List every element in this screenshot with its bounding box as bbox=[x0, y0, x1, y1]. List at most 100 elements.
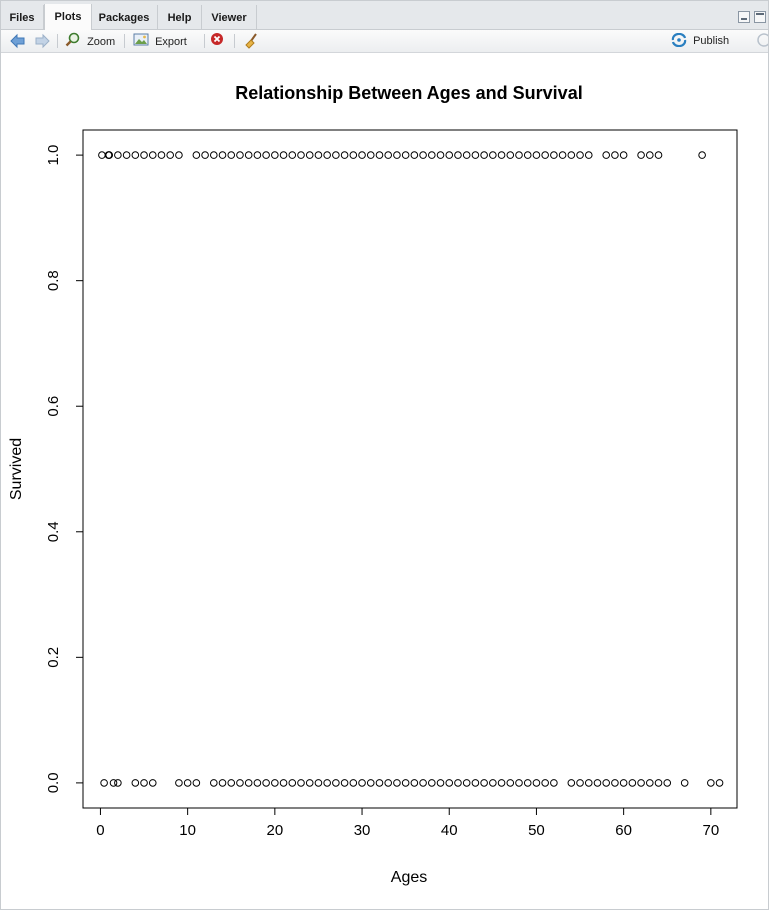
data-point bbox=[288, 151, 297, 159]
y-tick-label: 0.2 bbox=[45, 647, 62, 668]
data-point bbox=[576, 151, 584, 159]
data-point bbox=[375, 779, 384, 787]
data-point bbox=[550, 779, 558, 787]
data-point bbox=[393, 151, 401, 159]
y-tick-label: 0.0 bbox=[45, 772, 62, 793]
data-point bbox=[114, 151, 122, 159]
data-point bbox=[497, 779, 506, 787]
tab-files[interactable]: Files bbox=[1, 5, 44, 29]
data-point bbox=[297, 779, 305, 787]
data-point bbox=[166, 151, 174, 159]
data-point bbox=[288, 779, 297, 787]
data-point bbox=[410, 151, 419, 159]
data-points bbox=[98, 151, 724, 787]
data-point bbox=[602, 151, 611, 159]
data-point bbox=[192, 779, 201, 787]
refresh-icon[interactable] bbox=[756, 32, 768, 50]
chart-title: Relationship Between Ages and Survival bbox=[235, 83, 582, 103]
data-point bbox=[332, 779, 340, 787]
x-tick-label: 20 bbox=[266, 822, 283, 839]
x-tick-label: 40 bbox=[441, 822, 458, 839]
data-point bbox=[550, 151, 558, 159]
clear-all-broom-icon[interactable] bbox=[242, 32, 260, 50]
tab-help[interactable]: Help bbox=[158, 5, 202, 29]
data-point bbox=[244, 151, 253, 159]
data-point bbox=[218, 779, 227, 787]
zoom-label: Zoom bbox=[87, 36, 116, 48]
data-point bbox=[131, 151, 140, 159]
data-point bbox=[297, 151, 305, 159]
data-point bbox=[183, 779, 192, 787]
data-point bbox=[646, 779, 654, 787]
x-axis: 0 10 20 30 40 50 60 70 bbox=[96, 807, 719, 839]
data-point bbox=[707, 779, 715, 787]
data-point bbox=[454, 151, 462, 159]
data-point bbox=[428, 779, 436, 787]
tab-plots[interactable]: Plots bbox=[44, 4, 92, 30]
data-point bbox=[140, 779, 148, 787]
data-point bbox=[489, 779, 497, 787]
zoom-button[interactable]: Zoom bbox=[65, 32, 117, 50]
data-point bbox=[358, 779, 366, 787]
data-point bbox=[523, 779, 532, 787]
data-point bbox=[393, 779, 401, 787]
x-tick-label: 60 bbox=[615, 822, 632, 839]
data-point bbox=[436, 151, 445, 159]
data-point bbox=[114, 779, 122, 787]
data-point bbox=[305, 151, 314, 159]
data-point bbox=[576, 779, 584, 787]
data-point bbox=[646, 151, 654, 159]
data-point bbox=[637, 779, 645, 787]
data-point bbox=[323, 151, 331, 159]
data-point bbox=[445, 779, 454, 787]
data-point bbox=[100, 779, 108, 787]
data-point bbox=[628, 779, 637, 787]
tab-packages[interactable]: Packages bbox=[91, 5, 158, 29]
data-point bbox=[140, 151, 148, 159]
data-point bbox=[454, 779, 462, 787]
data-point bbox=[602, 779, 611, 787]
data-point bbox=[131, 779, 140, 787]
data-point bbox=[148, 151, 157, 159]
minimize-pane-icon[interactable] bbox=[738, 11, 750, 23]
x-tick-label: 30 bbox=[354, 822, 371, 839]
data-point bbox=[532, 151, 541, 159]
maximize-pane-icon[interactable] bbox=[754, 11, 766, 23]
data-point bbox=[489, 151, 497, 159]
x-tick-label: 50 bbox=[528, 822, 545, 839]
data-point bbox=[654, 779, 663, 787]
publish-button[interactable]: Publish ▼ bbox=[670, 32, 746, 64]
data-point bbox=[218, 151, 227, 159]
data-point bbox=[698, 151, 706, 159]
export-button[interactable]: Export ▼ bbox=[132, 32, 198, 65]
data-point bbox=[419, 779, 427, 787]
data-point bbox=[462, 151, 471, 159]
scatter-chart: Relationship Between Ages and Survival 0… bbox=[8, 83, 738, 886]
data-point bbox=[349, 151, 358, 159]
data-point bbox=[192, 151, 201, 159]
tab-viewer[interactable]: Viewer bbox=[202, 5, 257, 29]
data-point bbox=[332, 151, 340, 159]
back-arrow-icon[interactable] bbox=[9, 32, 27, 50]
data-point bbox=[358, 151, 366, 159]
data-point bbox=[619, 779, 628, 787]
data-point bbox=[340, 779, 349, 787]
data-point bbox=[637, 151, 645, 159]
export-image-icon bbox=[133, 33, 149, 46]
data-point bbox=[506, 151, 515, 159]
data-point bbox=[654, 151, 663, 159]
forward-arrow-icon[interactable] bbox=[33, 32, 51, 50]
data-point bbox=[497, 151, 506, 159]
data-point bbox=[384, 151, 393, 159]
data-point bbox=[663, 779, 672, 787]
data-point bbox=[471, 151, 480, 159]
data-point bbox=[253, 779, 262, 787]
remove-plot-icon[interactable] bbox=[210, 32, 226, 50]
data-point bbox=[244, 779, 253, 787]
data-point bbox=[262, 779, 270, 787]
data-point bbox=[271, 151, 279, 159]
data-point bbox=[210, 779, 218, 787]
y-axis-label: Survived bbox=[8, 438, 25, 500]
y-axis: 0.0 0.2 0.4 0.6 0.8 1.0 bbox=[45, 145, 84, 793]
